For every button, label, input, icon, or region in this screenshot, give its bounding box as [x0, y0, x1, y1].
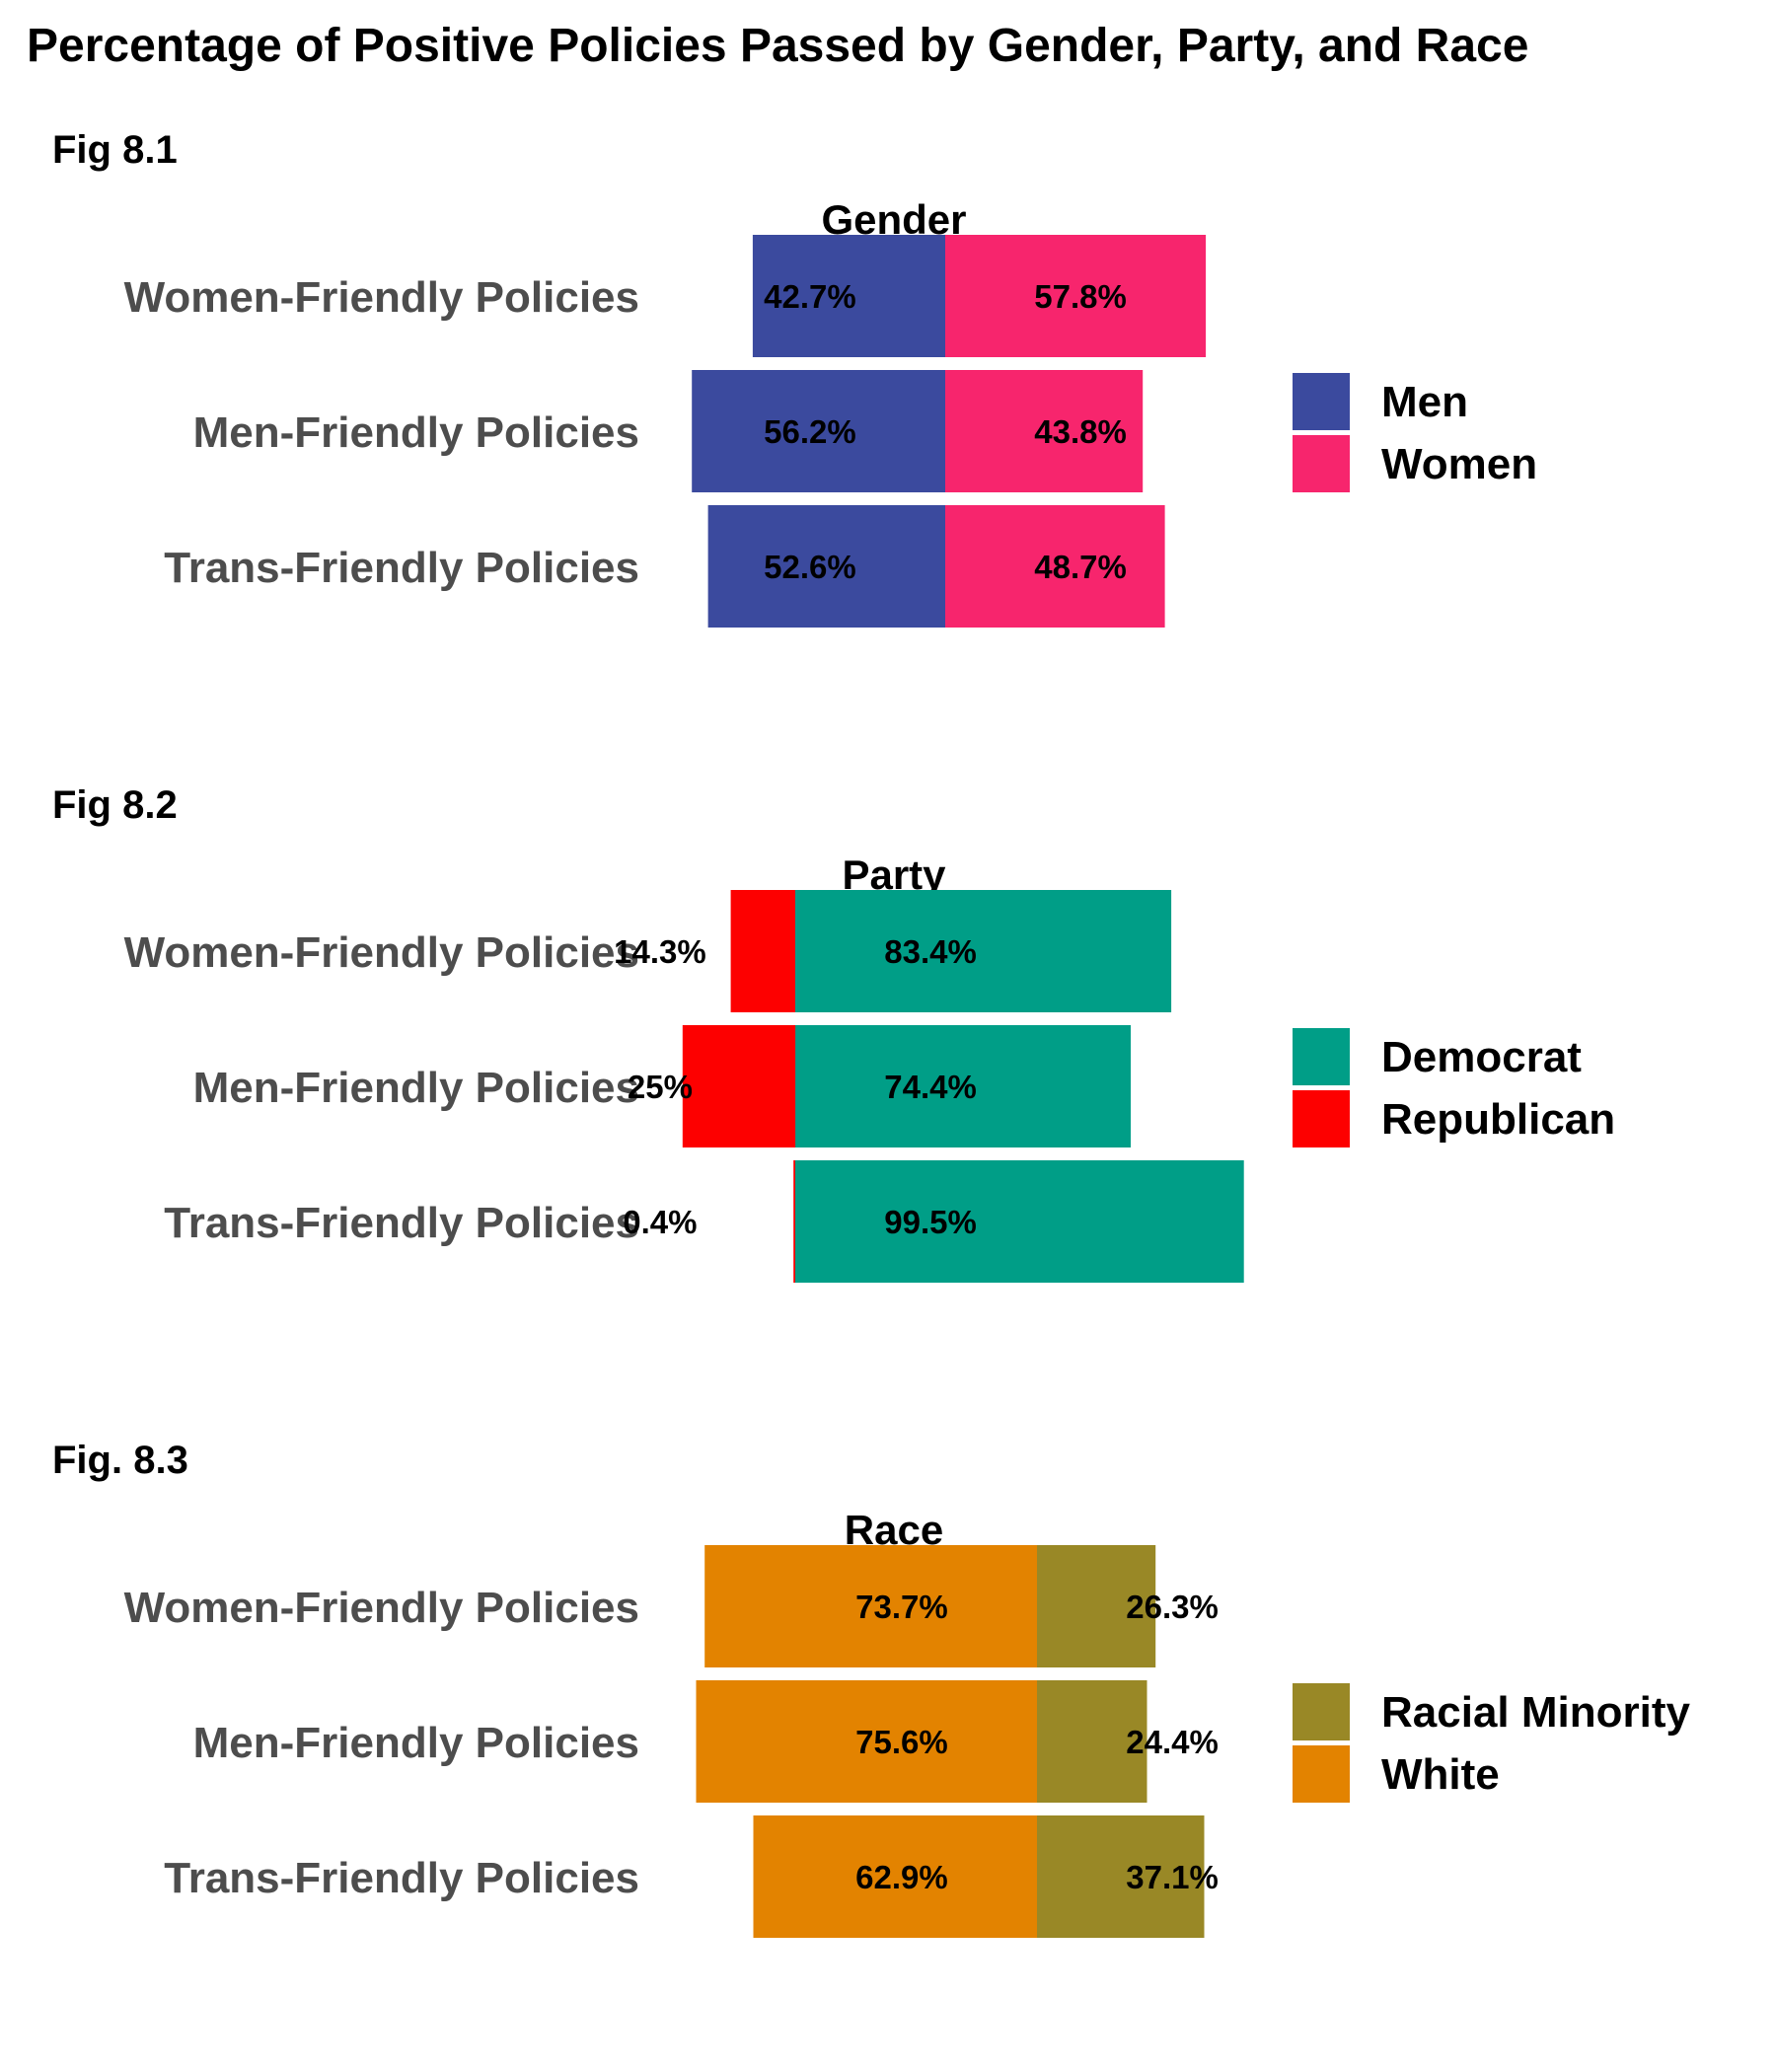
bar-men: [752, 235, 945, 357]
bar-racial-minority: [1037, 1545, 1156, 1667]
data-label: 75.6%: [855, 1724, 948, 1760]
fig-label: Fig. 8.3: [52, 1439, 188, 1482]
data-label: 42.7%: [764, 278, 856, 315]
data-label: 56.2%: [764, 413, 856, 450]
category-label: Trans-Friendly Policies: [164, 1854, 639, 1902]
category-label: Women-Friendly Policies: [124, 1584, 639, 1632]
bar-men: [707, 505, 945, 628]
data-label: 52.6%: [764, 549, 856, 585]
category-label: Men-Friendly Policies: [193, 1064, 639, 1112]
legend-label: Men: [1381, 378, 1468, 426]
legend-key: [1293, 1683, 1350, 1740]
bar-men: [692, 370, 945, 492]
legend-key: [1293, 1028, 1350, 1085]
category-label: Trans-Friendly Policies: [164, 544, 639, 592]
bar-republican: [793, 1160, 795, 1283]
data-label: 83.4%: [884, 933, 977, 970]
data-label: 26.3%: [1126, 1589, 1219, 1625]
bar-democrat: [795, 890, 1172, 1012]
data-label: 25%: [628, 1069, 693, 1105]
bar-republican: [730, 890, 795, 1012]
legend-label: Democrat: [1381, 1033, 1582, 1081]
category-label: Men-Friendly Policies: [193, 1719, 639, 1767]
data-label: 37.1%: [1126, 1859, 1219, 1895]
fig-label: Fig 8.1: [52, 128, 178, 172]
legend-key: [1293, 1745, 1350, 1803]
data-label: 73.7%: [855, 1589, 948, 1625]
category-label: Women-Friendly Policies: [124, 273, 639, 322]
data-label: 43.8%: [1034, 413, 1127, 450]
legend-label: Republican: [1381, 1095, 1615, 1144]
data-label: 57.8%: [1034, 278, 1127, 315]
data-label: 24.4%: [1126, 1724, 1219, 1760]
bar-racial-minority: [1037, 1680, 1147, 1803]
legend-key: [1293, 373, 1350, 430]
data-label: 48.7%: [1034, 549, 1127, 585]
data-label: 14.3%: [614, 933, 706, 970]
bar-democrat: [795, 1160, 1244, 1283]
category-label: Women-Friendly Policies: [124, 928, 639, 977]
fig-label: Fig 8.2: [52, 783, 178, 827]
data-label: 99.5%: [884, 1204, 977, 1240]
category-label: Men-Friendly Policies: [193, 408, 639, 457]
main-title: Percentage of Positive Policies Passed b…: [27, 20, 1528, 72]
bar-women: [945, 505, 1165, 628]
legend-key: [1293, 435, 1350, 492]
data-label: 62.9%: [855, 1859, 948, 1895]
bar-women: [945, 235, 1207, 357]
bar-women: [945, 370, 1144, 492]
legend-key: [1293, 1090, 1350, 1147]
legend-label: White: [1381, 1750, 1500, 1799]
legend-label: Racial Minority: [1381, 1688, 1690, 1737]
bar-white: [696, 1680, 1037, 1803]
category-label: Trans-Friendly Policies: [164, 1199, 639, 1247]
bar-white: [704, 1545, 1037, 1667]
legend-label: Women: [1381, 440, 1537, 488]
bar-republican: [682, 1025, 796, 1147]
bar-racial-minority: [1037, 1815, 1205, 1938]
bar-democrat: [795, 1025, 1131, 1147]
bar-white: [753, 1815, 1037, 1938]
data-label: 74.4%: [884, 1069, 977, 1105]
data-label: 0.4%: [623, 1204, 697, 1240]
